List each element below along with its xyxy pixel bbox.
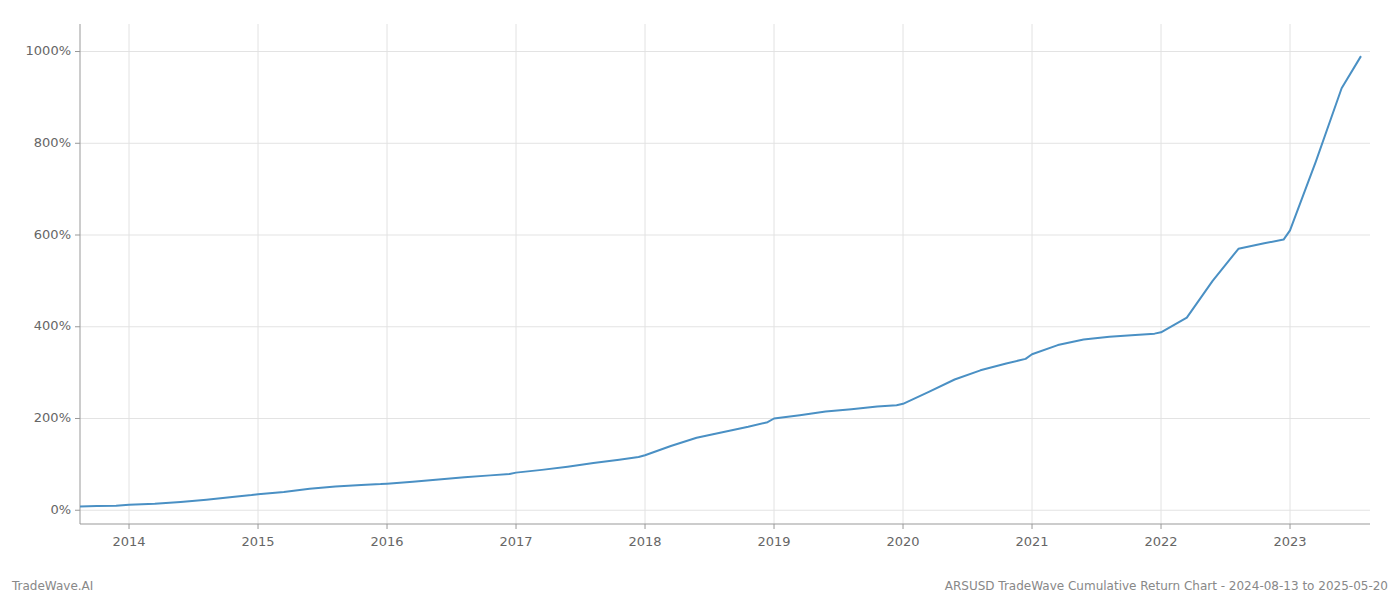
y-axis-line: [80, 24, 81, 524]
x-tick-label: 2017: [499, 534, 532, 549]
grid-line-x: [387, 24, 388, 524]
x-tick: [645, 524, 646, 529]
grid-line-y: [80, 510, 1370, 511]
grid-line-x: [903, 24, 904, 524]
grid-line-y: [80, 143, 1370, 144]
x-tick-label: 2023: [1273, 534, 1306, 549]
y-tick-label: 200%: [34, 410, 71, 425]
y-tick-label: 400%: [34, 318, 71, 333]
grid-line-x: [129, 24, 130, 524]
grid-line-y: [80, 51, 1370, 52]
grid-line-x: [1161, 24, 1162, 524]
plot-area: [80, 56, 1361, 506]
grid-line-x: [258, 24, 259, 524]
y-tick-label: 800%: [34, 135, 71, 150]
x-tick: [903, 524, 904, 529]
x-tick: [387, 524, 388, 529]
x-axis-line: [80, 524, 1370, 525]
line: [80, 56, 1361, 506]
x-tick-label: 2018: [628, 534, 661, 549]
x-tick-label: 2021: [1015, 534, 1048, 549]
y-tick: [75, 235, 80, 236]
x-tick: [258, 524, 259, 529]
y-tick: [75, 51, 80, 52]
y-tick-label: 1000%: [26, 43, 71, 58]
grid-line-x: [1032, 24, 1033, 524]
x-tick: [129, 524, 130, 529]
y-tick-label: 600%: [34, 227, 71, 242]
y-axis: 0% 200% 400% 600% 800% 1000%: [26, 43, 80, 517]
y-tick-label: 0%: [50, 502, 71, 517]
chart: 0%200%400%600%800%1000%20142015201620172…: [0, 0, 1400, 600]
x-tick-label: 2019: [757, 534, 790, 549]
y-tick: [75, 143, 80, 144]
grid-line-x: [645, 24, 646, 524]
grid-line-x: [774, 24, 775, 524]
y-tick: [75, 418, 80, 419]
x-tick: [1161, 524, 1162, 529]
x-axis: 2014 2015 2016 2017 2018 2019 2020 2021 2022 2023: [112, 524, 1306, 549]
x-tick: [774, 524, 775, 529]
grid-line-y: [80, 326, 1370, 327]
footer-right: ARSUSD TradeWave Cumulative Return Chart…: [945, 579, 1388, 593]
x-tick: [1290, 524, 1291, 529]
grid-line-y: [80, 418, 1370, 419]
x-tick: [1032, 524, 1033, 529]
y-tick: [75, 510, 80, 511]
x-tick-label: 2022: [1144, 534, 1177, 549]
footer-left: TradeWave.AI: [11, 579, 93, 593]
x-tick-label: 2016: [370, 534, 403, 549]
grid-line-y: [80, 235, 1370, 236]
x-tick: [516, 524, 517, 529]
x-tick-label: 2014: [112, 534, 145, 549]
y-tick: [75, 326, 80, 327]
x-tick-label: 2015: [241, 534, 274, 549]
grid-line-x: [1290, 24, 1291, 524]
grid-line-x: [516, 24, 517, 524]
x-tick-label: 2020: [886, 534, 919, 549]
grid: [80, 24, 1370, 524]
